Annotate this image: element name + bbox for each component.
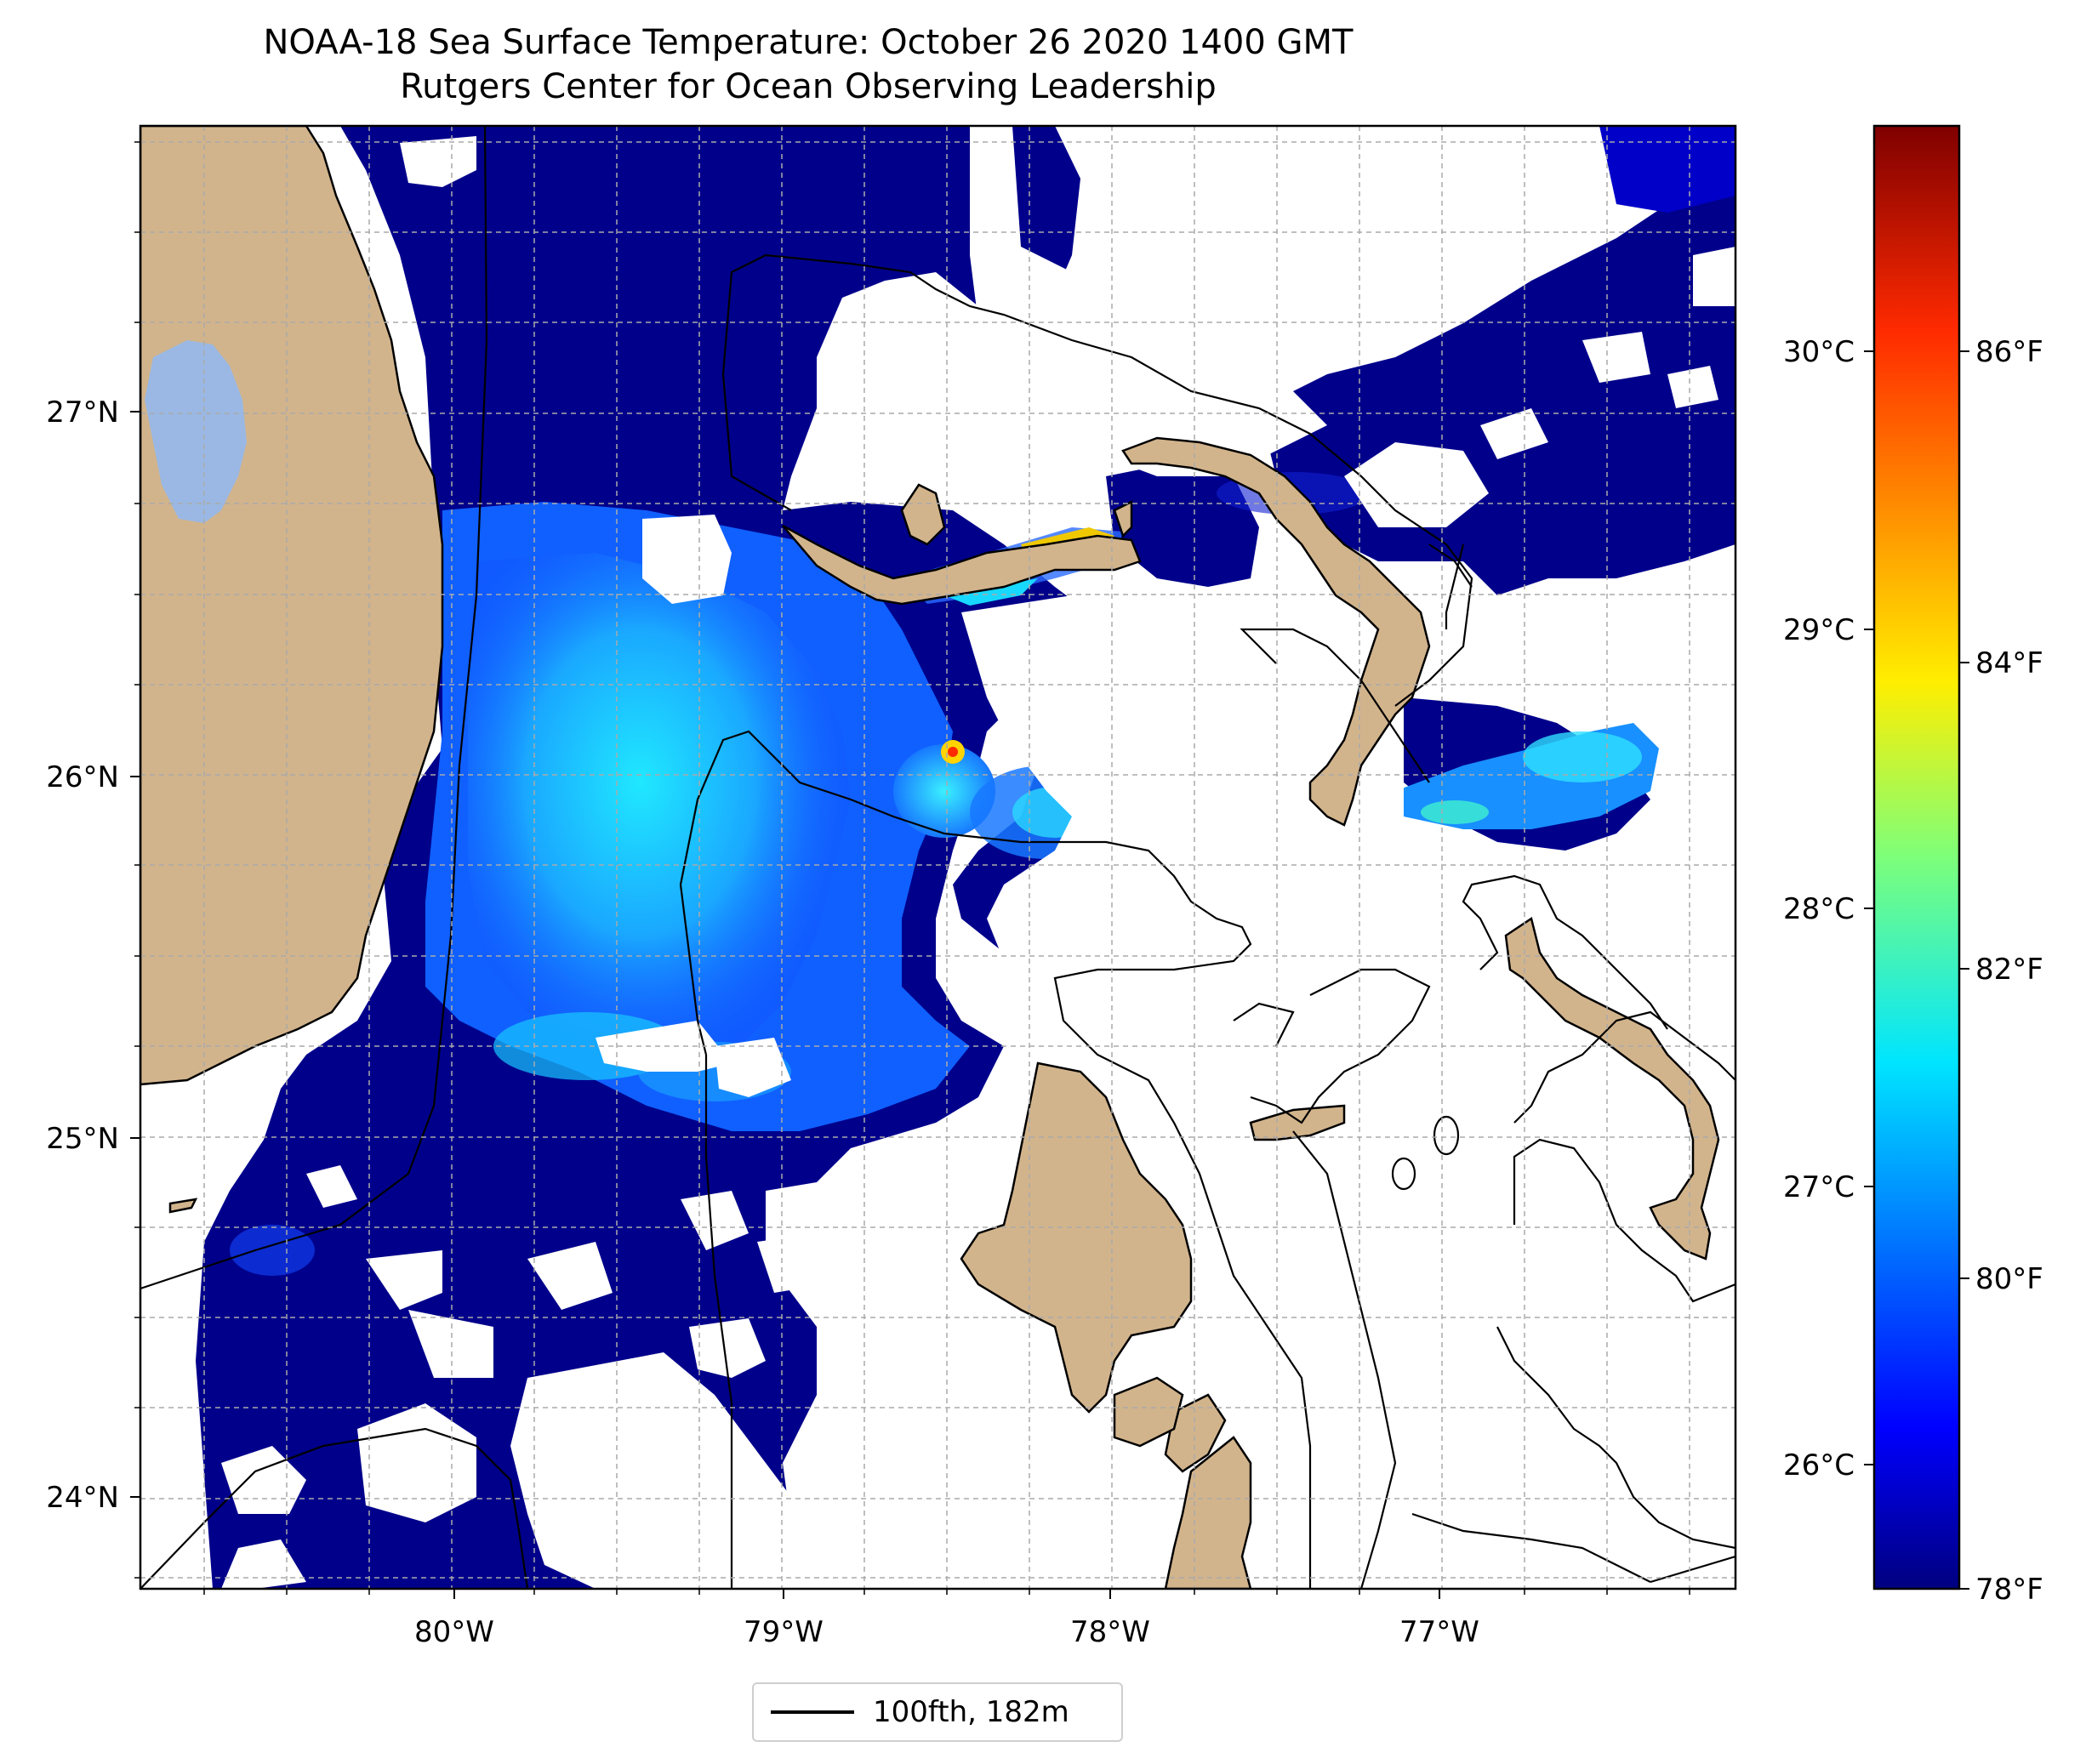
grand-bahama-land (782, 524, 1142, 606)
y-tick-label-25n: 25°N (46, 1122, 119, 1156)
abaco-land (1121, 436, 1431, 827)
legend-line-swatch (771, 1710, 854, 1714)
cloud-mask (221, 126, 1735, 1589)
colorbar-c-tick-30: 30°C (1783, 335, 1855, 369)
minor-ticks (134, 141, 1690, 1595)
map-frame (139, 124, 1737, 1590)
axis-ticks (130, 411, 1440, 1599)
x-tick-label-80w: 80°W (414, 1615, 494, 1649)
eleuthera-land (1504, 916, 1720, 1260)
colorbar-c-tick-28: 28°C (1783, 892, 1855, 926)
colorbar-c-tick-26: 26°C (1783, 1448, 1855, 1482)
grand-bahama-east-land (1113, 499, 1133, 538)
colorbar-f-tick-84: 84°F (1975, 646, 2043, 680)
x-tick-label-77w: 77°W (1399, 1615, 1479, 1649)
andros-south-land (1164, 1436, 1252, 1589)
andros-islet-land (1113, 1376, 1184, 1448)
y-tick-label-27n: 27°N (46, 395, 119, 430)
colorbar-c-tick-29: 29°C (1783, 613, 1855, 647)
colorbar-f-tick-80: 80°F (1975, 1262, 2043, 1296)
y-tick-label-24n: 24°N (46, 1481, 119, 1515)
x-tick-label-78w: 78°W (1070, 1615, 1150, 1649)
grand-bahama-west-land (900, 483, 946, 546)
colorbar-gradient (1872, 124, 1961, 1590)
lake-okeechobee (145, 340, 247, 523)
y-tick-label-26n: 26°N (46, 760, 119, 794)
legend-box: 100fth, 182m (752, 1682, 1123, 1742)
andros-north-land (960, 1061, 1193, 1414)
isobath-100fth (140, 126, 1735, 1589)
chart-title: NOAA-18 Sea Surface Temperature: October… (263, 23, 1354, 62)
graticule (140, 126, 1735, 1589)
colorbar-f-tick-78: 78°F (1975, 1573, 2043, 1607)
x-tick-label-79w: 79°W (744, 1615, 824, 1649)
colorbar-f-tick-86: 86°F (1975, 335, 2043, 369)
colorbar: 30°C 29°C 28°C 27°C 26°C 86°F 84°F 82°F … (1783, 124, 2043, 1607)
sst-warm-patches (230, 472, 1659, 1276)
colorbar-c-tick-27: 27°C (1783, 1170, 1855, 1204)
berry-islands-land (1249, 1104, 1346, 1141)
florida-keys-land (168, 1198, 198, 1214)
map-area (140, 126, 1735, 1589)
legend-label: 100fth, 182m (873, 1695, 1069, 1729)
colorbar-ticks (1864, 350, 1969, 1590)
andros-mid-land (1164, 1393, 1227, 1473)
chart-subtitle: Rutgers Center for Ocean Observing Leade… (400, 67, 1217, 106)
colorbar-f-tick-82: 82°F (1975, 953, 2043, 987)
